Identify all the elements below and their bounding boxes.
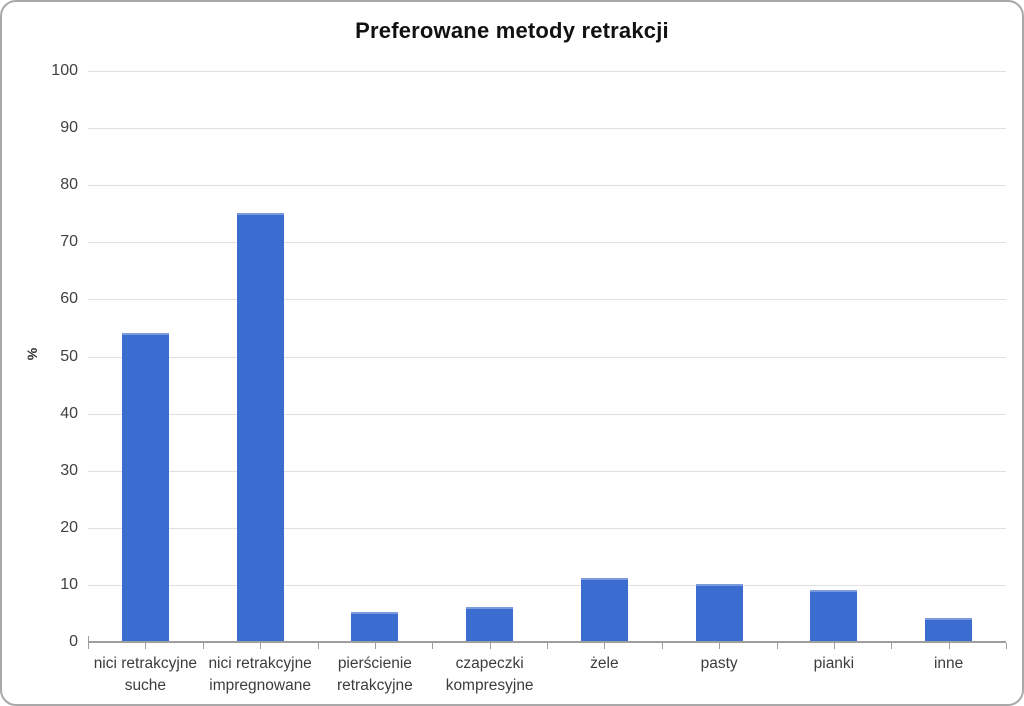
bar-4 [466, 606, 514, 641]
gridline-70 [88, 242, 1006, 244]
y-tick-label-70: 70 [60, 233, 78, 251]
x-axis-tick [432, 643, 434, 649]
gridline-10 [88, 584, 1006, 586]
gridline-40 [88, 413, 1006, 415]
gridline-30 [88, 470, 1006, 472]
y-tick-label-30: 30 [60, 461, 78, 479]
y-tick-label-0: 0 [69, 633, 78, 650]
x-category-label-6: pasty [700, 655, 738, 672]
y-axis-tick-labels: 0 10 20 30 40 50 60 70 80 90 100 [30, 2, 78, 704]
gridline-90 [88, 128, 1006, 130]
x-axis-tick [374, 643, 376, 649]
y-tick-label-50: 50 [60, 347, 78, 365]
x-axis-tick [1006, 643, 1007, 649]
x-category-label-7: pianki [813, 655, 855, 672]
bar-5 [580, 578, 628, 641]
x-axis-category-labels: nici retrakcyjne suche nici retrakcyjne i… [88, 653, 1006, 701]
x-category-label-2: nici retrakcyjne impregnowane [208, 655, 312, 694]
x-category-label-8: inne [933, 655, 964, 672]
x-axis-tick [776, 643, 778, 649]
x-axis-line [88, 641, 1006, 643]
x-category-label-5: żele [590, 655, 619, 672]
x-axis-tick [547, 643, 548, 649]
bar-7 [810, 589, 858, 641]
x-axis-tick [604, 643, 606, 649]
x-axis-tick [260, 643, 262, 649]
x-category-label-1: nici retrakcyjne suche [93, 655, 198, 694]
x-axis-tick [948, 643, 950, 649]
x-category-label-4: czapeczki kompresyjne [445, 655, 534, 694]
x-axis-tick [489, 643, 491, 649]
x-axis-tick [88, 636, 89, 649]
x-axis-tick [833, 643, 835, 649]
gridline-80 [88, 185, 1006, 187]
x-axis-tick [719, 643, 721, 649]
y-tick-label-40: 40 [60, 404, 78, 422]
x-axis-tick [661, 643, 663, 649]
bar-2 [236, 212, 284, 641]
gridline-20 [88, 527, 1006, 529]
bar-1 [121, 332, 169, 641]
chart-title: Preferowane metody retrakcji [355, 18, 669, 43]
x-axis-tick [317, 643, 319, 649]
bar-8 [925, 618, 973, 641]
x-category-label-3: pierścienie retrakcyjne [336, 655, 413, 694]
plot-area [88, 71, 1007, 649]
y-tick-label-90: 90 [60, 119, 78, 137]
y-tick-label-80: 80 [60, 176, 78, 194]
bar-3 [351, 612, 399, 641]
y-tick-label-10: 10 [60, 575, 78, 593]
gridline-100 [88, 71, 1006, 72]
y-tick-label-60: 60 [60, 290, 78, 308]
y-tick-label-20: 20 [60, 518, 78, 536]
gridline-60 [88, 299, 1006, 301]
y-tick-label-100: 100 [51, 62, 78, 79]
bar-6 [695, 583, 743, 641]
gridline-50 [88, 356, 1006, 358]
x-axis-tick [145, 643, 147, 649]
x-axis-tick [891, 643, 893, 649]
x-axis-tick [202, 643, 204, 649]
